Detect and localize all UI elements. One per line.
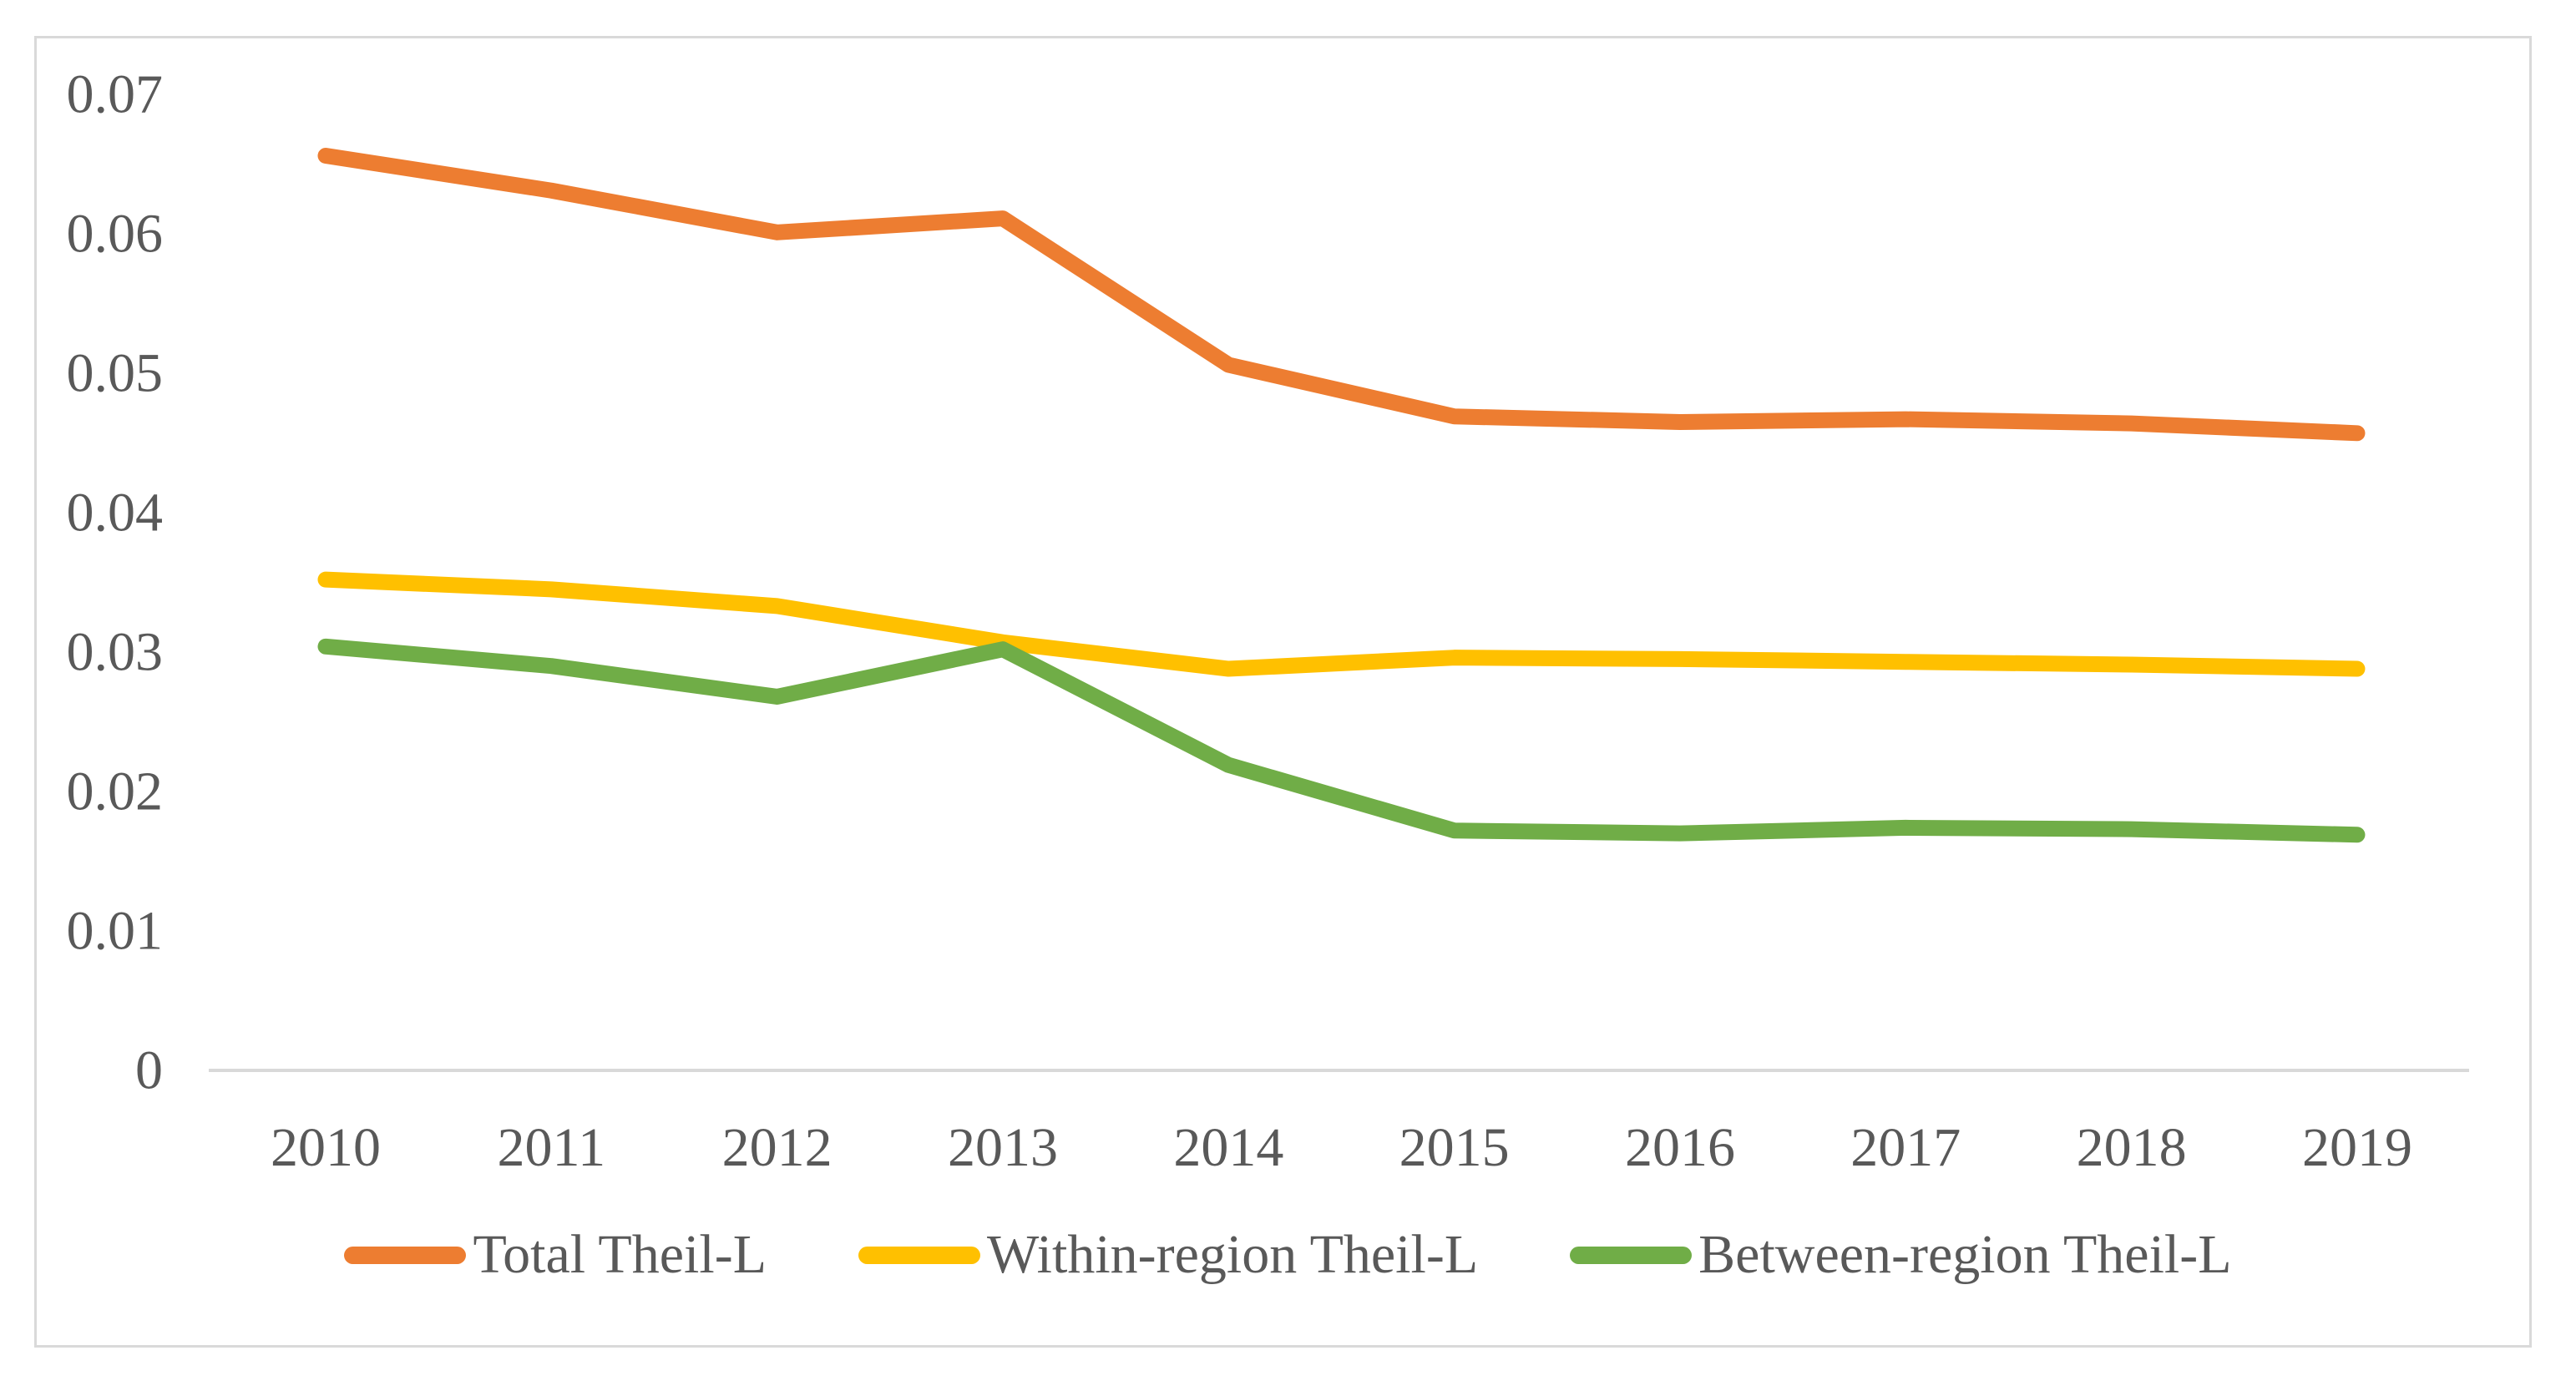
y-tick-label: 0.02 [67,761,164,822]
series-line-between-region-theil-l [317,638,2366,843]
legend-swatch-within-icon [858,1246,981,1264]
x-tick-label: 2010 [271,1117,381,1178]
y-tick-label: 0.03 [67,622,164,683]
legend: Total Theil-L Within-region Theil-L Betw… [0,1227,2576,1282]
y-tick-label: 0.06 [67,204,164,265]
legend-label-within: Within-region Theil-L [987,1224,1479,1285]
x-tick-label: 2019 [2302,1117,2412,1178]
x-tick-label: 2012 [722,1117,833,1178]
legend-item-total: Total Theil-L [344,1227,767,1282]
legend-label-total: Total Theil-L [473,1224,767,1285]
x-tick-label: 2016 [1625,1117,1735,1178]
legend-label-between: Between-region Theil-L [1698,1224,2232,1285]
x-tick-label: 2013 [948,1117,1058,1178]
y-tick-label: 0.07 [67,64,164,125]
y-tick-label: 0.04 [67,483,164,544]
legend-swatch-between-icon [1570,1246,1693,1264]
x-tick-label: 2014 [1173,1117,1283,1178]
x-tick-label: 2017 [1850,1117,1961,1178]
legend-item-between: Between-region Theil-L [1570,1224,2232,1285]
series-line-total-theil-l [317,147,2366,442]
series-line-within-region-theil-l [317,571,2366,677]
chart-frame [34,36,2532,1348]
y-tick-label: 0.01 [67,901,164,962]
x-tick-label: 2011 [498,1117,606,1178]
x-tick-label: 2015 [1399,1117,1510,1178]
x-tick-label: 2018 [2077,1117,2187,1178]
legend-swatch-total-icon [344,1246,467,1264]
y-tick-label: 0 [135,1040,163,1101]
y-tick-label: 0.05 [67,343,164,404]
legend-item-within: Within-region Theil-L [858,1227,1478,1282]
